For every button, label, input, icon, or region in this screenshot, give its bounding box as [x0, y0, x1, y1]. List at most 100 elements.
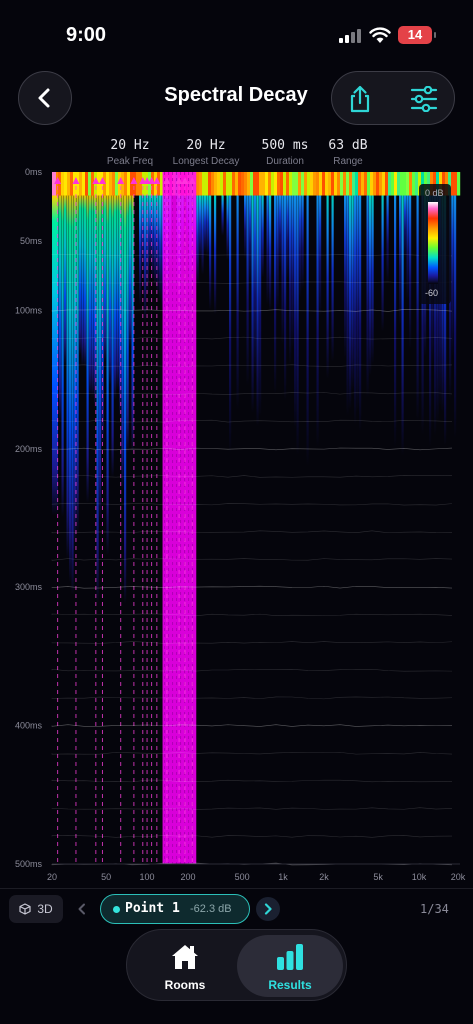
onset-cell [409, 172, 413, 196]
time-grid-line [51, 419, 453, 423]
header: Spectral Decay [0, 66, 473, 130]
decay-streak [286, 195, 289, 279]
onset-cell [253, 172, 257, 196]
stat-label: Range [333, 156, 363, 167]
onset-cell [160, 172, 164, 196]
onset-cell [322, 172, 326, 196]
onset-cell [361, 172, 365, 196]
decay-streak [89, 195, 92, 396]
view-3d-button[interactable]: 3D [9, 895, 63, 923]
spectrogram-svg[interactable]: 0ms 50ms 100ms 200ms 300ms 400ms 500ms 20 50 100 2… [0, 168, 473, 884]
y-tick-label: 300ms [15, 582, 43, 592]
onset-cell [220, 172, 224, 196]
header-actions [331, 71, 455, 125]
onset-cell [250, 172, 254, 196]
decay-streak [159, 195, 162, 302]
decay-streak [154, 195, 157, 287]
decay-streak [91, 195, 94, 399]
point-status-dot [113, 906, 120, 913]
onset-cell [61, 172, 65, 196]
tab-rooms-label: Rooms [164, 978, 206, 992]
share-icon[interactable] [346, 85, 374, 113]
onset-cell [262, 172, 266, 196]
tab-results[interactable]: Results [237, 935, 343, 997]
decay-streak [399, 195, 402, 326]
onset-cell [424, 172, 428, 196]
decay-streak [369, 195, 372, 376]
clock: 9:00 [66, 24, 107, 46]
battery-icon: 14 [398, 26, 432, 44]
onset-cell [241, 172, 245, 196]
decay-streak [349, 195, 352, 410]
onset-cell [406, 172, 410, 196]
onset-cell [379, 172, 383, 196]
onset-cell [418, 172, 422, 196]
onset-cell [256, 172, 260, 196]
low-edge-column [52, 195, 58, 516]
onset-cell [391, 172, 395, 196]
point-name: Point 1 [125, 901, 180, 916]
y-tick-label: 500ms [15, 859, 43, 869]
onset-cell [64, 172, 68, 196]
time-grid-line [51, 475, 453, 478]
decay-streak [366, 195, 369, 398]
time-grid-line [51, 392, 453, 395]
decay-streak [226, 195, 229, 261]
onset-cell [367, 172, 371, 196]
peak-marker [143, 177, 151, 184]
decay-streak [326, 195, 329, 379]
onset-cell [400, 172, 404, 196]
y-tick-label: 100ms [15, 305, 43, 315]
tab-rooms[interactable]: Rooms [132, 935, 238, 997]
next-point-button[interactable] [256, 897, 280, 921]
decay-streak [139, 195, 142, 306]
onset-cell [109, 172, 113, 196]
decay-streak [249, 195, 252, 284]
wifi-icon [369, 27, 391, 43]
decay-streak [436, 195, 439, 423]
previous-point-button[interactable] [70, 897, 94, 921]
onset-cell [376, 172, 380, 196]
sliders-icon[interactable] [410, 86, 438, 112]
time-grid-line [51, 724, 453, 727]
decay-streak [454, 195, 457, 438]
onset-cell [247, 172, 251, 196]
decay-streak [151, 195, 154, 281]
time-grid-line [51, 779, 453, 783]
onset-cell [439, 172, 443, 196]
stat-value: 63 dB [328, 138, 368, 153]
peak-marker [148, 177, 156, 184]
decay-streak [126, 195, 129, 454]
onset-cell [385, 172, 389, 196]
onset-cell [298, 172, 302, 196]
onset-cell [277, 172, 281, 196]
decay-streak [149, 195, 152, 267]
decay-streak [221, 195, 224, 236]
peak-marker [98, 177, 106, 184]
onset-cell [415, 172, 419, 196]
decay-streak [66, 195, 69, 560]
onset-cell [334, 172, 338, 196]
time-grid-line [51, 641, 453, 644]
legend-gradient [428, 202, 438, 284]
decay-streak [404, 195, 407, 259]
decay-streak [331, 195, 334, 362]
stat-label: Longest Decay [172, 156, 240, 167]
onset-cell [388, 172, 392, 196]
onset-cell [301, 172, 305, 196]
onset-cell [343, 172, 347, 196]
decay-streak [301, 195, 304, 290]
decay-streak [256, 195, 259, 427]
time-grid-line [51, 668, 453, 672]
decay-streak [261, 195, 264, 278]
back-button[interactable] [18, 71, 72, 125]
onset-cell [124, 172, 128, 196]
decay-streak [79, 195, 82, 356]
x-tick-label: 50 [101, 872, 111, 882]
current-point-pill[interactable]: Point 1 -62.3 dB [100, 894, 250, 924]
onset-cell [316, 172, 320, 196]
decay-streak [104, 195, 107, 362]
onset-cell [412, 172, 416, 196]
decay-streak [381, 195, 384, 332]
spectral-decay-chart[interactable]: 0ms 50ms 100ms 200ms 300ms 400ms 500ms 20 50 100 2… [0, 168, 473, 884]
